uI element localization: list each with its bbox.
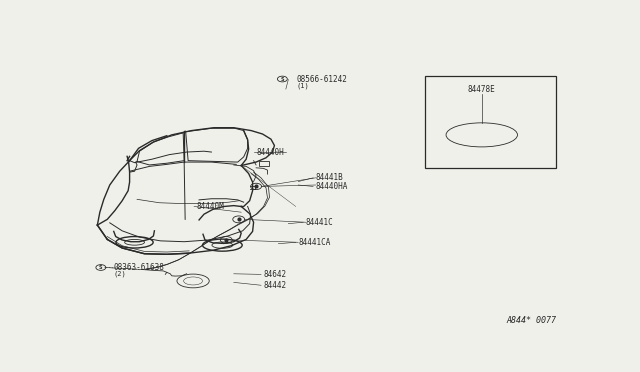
Bar	[425, 76, 556, 168]
Text: 84442: 84442	[264, 281, 287, 290]
Text: 84440HA: 84440HA	[316, 182, 348, 191]
Text: A844* 0077: A844* 0077	[506, 316, 556, 325]
Text: (2): (2)	[113, 270, 126, 277]
Text: 84440M: 84440M	[196, 202, 224, 211]
Text: 84441CA: 84441CA	[298, 238, 331, 247]
Bar	[259, 161, 269, 166]
Text: S: S	[99, 265, 102, 270]
Text: 84441C: 84441C	[306, 218, 333, 227]
Text: S: S	[280, 77, 284, 81]
Text: 08566-61242: 08566-61242	[297, 75, 348, 84]
Text: (1): (1)	[297, 83, 310, 89]
Text: 84441B: 84441B	[316, 173, 343, 182]
Text: 84440H: 84440H	[256, 148, 284, 157]
Text: 84642: 84642	[264, 270, 287, 279]
Text: 84478E: 84478E	[468, 84, 495, 93]
Text: 08363-61638: 08363-61638	[113, 263, 164, 272]
